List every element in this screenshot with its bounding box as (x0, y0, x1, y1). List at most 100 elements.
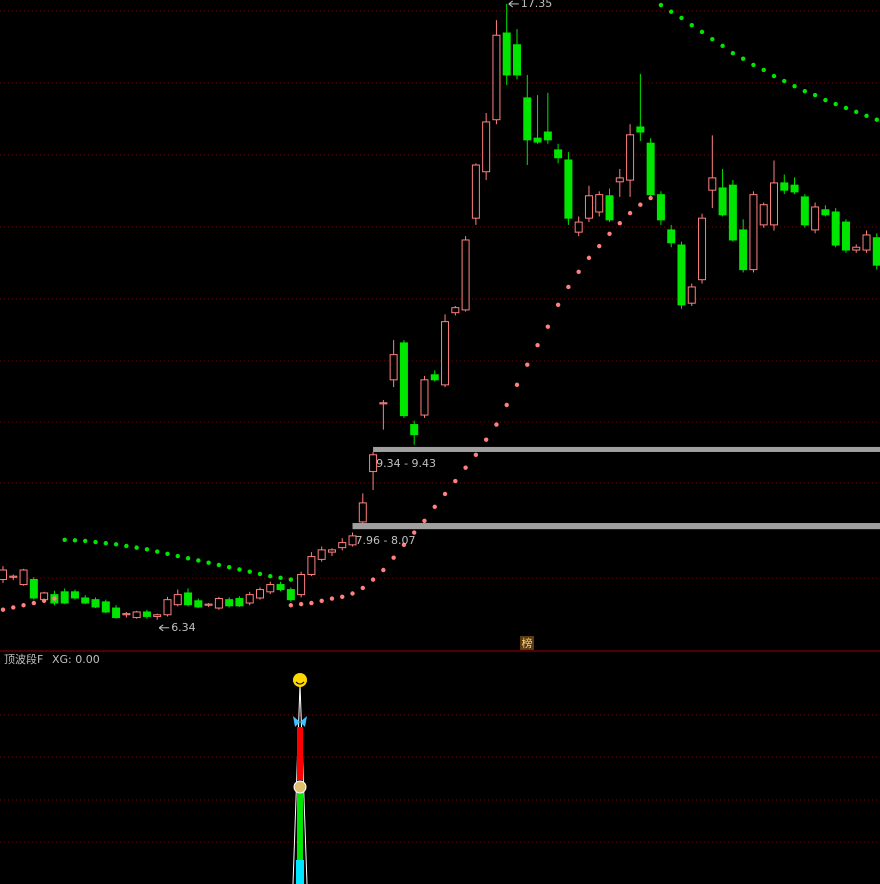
indicator-dot (740, 56, 746, 61)
candle-body (184, 592, 193, 606)
indicator-dot (257, 571, 263, 577)
indicator-dot (268, 573, 273, 579)
indicator-dot (535, 342, 540, 348)
candle-body (214, 598, 223, 609)
candle-body (667, 229, 676, 244)
indicator-dot (381, 567, 386, 573)
indicator-dot (771, 73, 777, 79)
candle-body (173, 594, 182, 606)
smiley-mouth (295, 681, 305, 685)
indicator-dot (93, 539, 98, 545)
indicator-dot (319, 598, 324, 603)
candle-body (677, 244, 686, 306)
candle-body (492, 34, 501, 121)
annotation-arrowhead (158, 624, 164, 632)
candle-body (615, 177, 624, 183)
indicator-name: 顶波段F (4, 652, 43, 666)
candle-body (29, 579, 38, 599)
candle-body (502, 32, 511, 76)
indicator-dot (360, 585, 365, 591)
indicator-dot (494, 422, 499, 427)
indicator-dot (607, 231, 612, 237)
coin-icon (293, 780, 307, 794)
indicator-dot (226, 565, 232, 570)
indicator-dot (124, 543, 129, 549)
candle-body (163, 599, 172, 616)
smiley-icon (293, 673, 307, 687)
indicator-dot (576, 269, 581, 275)
indicator-dot (216, 562, 222, 568)
indicator-dot (278, 575, 283, 581)
candle-body (256, 589, 264, 599)
badge-box (520, 636, 534, 650)
indicator-dot (699, 29, 705, 35)
butterfly-icon (293, 716, 307, 727)
indicator-dot (617, 220, 622, 226)
level-band (373, 446, 880, 452)
candle-body (153, 614, 162, 617)
candle-body (564, 159, 573, 219)
candle-body (574, 221, 583, 233)
indicator-dot (689, 22, 694, 28)
candle-body (471, 164, 480, 219)
candle-body (225, 599, 234, 607)
indicator-dot (638, 202, 643, 207)
candle-body (235, 598, 244, 607)
indicator-dot (514, 382, 520, 388)
indicator-dot (730, 50, 736, 56)
candle-body (369, 454, 378, 473)
candle-body (194, 600, 203, 608)
candle-body (513, 44, 521, 76)
indicator-dot (155, 549, 160, 554)
level-label: 7.96 - 8.07 (356, 534, 416, 547)
candle-body (9, 575, 18, 578)
indicator-dot (370, 577, 376, 582)
indicator-dot (391, 555, 396, 560)
spike-red (297, 727, 303, 780)
indicator-dot (52, 596, 57, 601)
level-label: 9.34 - 9.43 (376, 457, 436, 470)
candle-body (656, 194, 665, 221)
indicator-dot (196, 558, 201, 563)
annotation-arrowhead (508, 0, 514, 8)
candle-body (112, 607, 121, 619)
candle-body (461, 239, 470, 311)
candle-body (728, 184, 737, 241)
candle-body (831, 211, 840, 246)
candle-body (60, 591, 69, 604)
indicator-dot (0, 607, 6, 612)
indicator-dot (710, 36, 715, 42)
indicator-dot (566, 284, 571, 290)
indicator-dot (31, 600, 37, 606)
indicator-dot (165, 551, 170, 556)
main-grid (0, 10, 880, 579)
candle-body (739, 229, 748, 271)
candle-body (543, 131, 552, 141)
indicator-dot (627, 210, 633, 216)
candle-body (420, 379, 429, 416)
candle-body (441, 321, 450, 386)
spike-cyan (296, 860, 304, 884)
candle-body (81, 597, 90, 604)
indicator-readout: XG: 0.00 (52, 653, 100, 666)
candle-body (790, 184, 799, 193)
indicator-dot (453, 478, 458, 484)
candle-body (605, 195, 614, 221)
indicator-dot (679, 15, 684, 21)
candle-body (266, 584, 275, 593)
indicator-dot (206, 560, 211, 565)
indicator-dot (761, 67, 766, 73)
candle-body (523, 97, 532, 141)
candle-body (297, 573, 306, 596)
candle-body (698, 217, 707, 281)
candle-body (862, 234, 871, 251)
candle-body (554, 149, 563, 159)
indicator-dot (782, 78, 787, 84)
indicator-dot (83, 538, 88, 544)
candle-body (821, 209, 830, 216)
candle-body (759, 204, 768, 226)
indicator-dot (288, 577, 294, 582)
indicator-dot (833, 101, 838, 107)
indicator-dot (597, 243, 602, 249)
